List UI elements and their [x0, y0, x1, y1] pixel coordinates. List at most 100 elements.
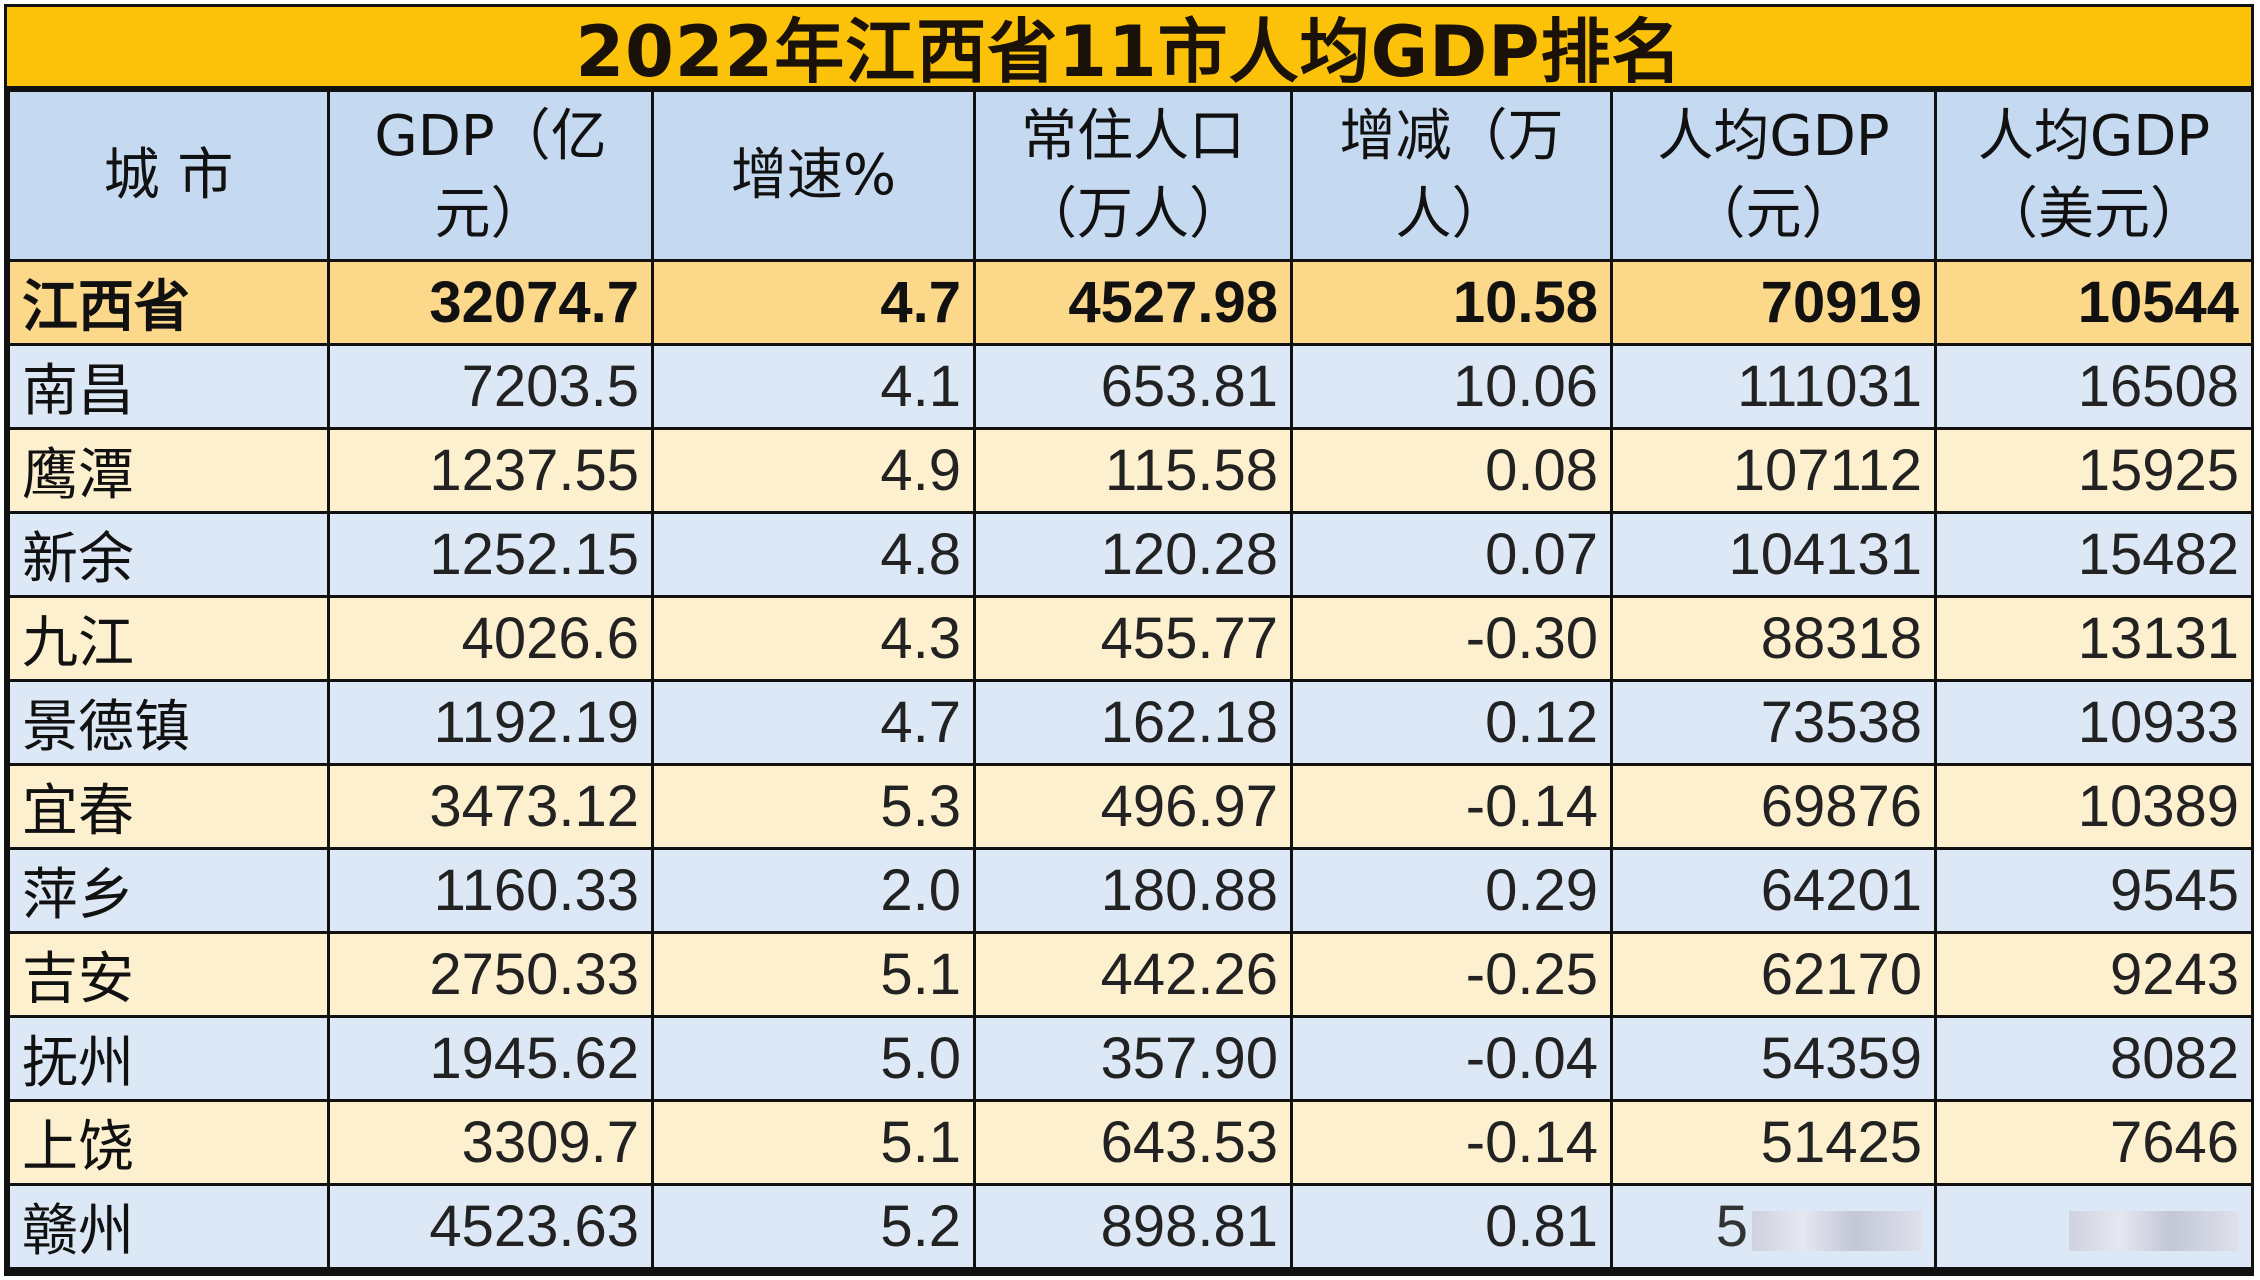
- per-capita-cny-cell: 51425: [1610, 1099, 1937, 1186]
- population-cell: 4527.98: [973, 259, 1293, 346]
- per-capita-usd-cell: 13131: [1934, 595, 2254, 682]
- city-cell: 景德镇: [7, 679, 330, 766]
- header-population: 常住人口（万人）: [973, 89, 1293, 262]
- city-cell: 南昌: [7, 343, 330, 430]
- growth-cell: 5.0: [651, 1015, 976, 1102]
- table-row: 新余 1252.15 4.8 120.28 0.07 104131 15482: [7, 511, 2254, 598]
- gdp-cell: 1252.15: [327, 511, 654, 598]
- gdp-cell: 1192.19: [327, 679, 654, 766]
- change-cell: 0.12: [1290, 679, 1613, 766]
- table-row: 九江 4026.6 4.3 455.77 -0.30 88318 13131: [7, 595, 2254, 682]
- change-cell: -0.25: [1290, 931, 1613, 1018]
- table-row: 鹰潭 1237.55 4.9 115.58 0.08 107112 15925: [7, 427, 2254, 514]
- header-growth: 增速%: [651, 89, 976, 262]
- gdp-cell: 4026.6: [327, 595, 654, 682]
- growth-cell: 5.3: [651, 763, 976, 850]
- city-cell: 萍乡: [7, 847, 330, 934]
- table-row: 赣州 4523.63 5.2 898.81 0.81 5: [7, 1183, 2254, 1270]
- population-cell: 162.18: [973, 679, 1293, 766]
- table-row: 萍乡 1160.33 2.0 180.88 0.29 64201 9545: [7, 847, 2254, 934]
- per-capita-usd-cell: 15925: [1934, 427, 2254, 514]
- city-cell: 抚州: [7, 1015, 330, 1102]
- change-cell: -0.14: [1290, 1099, 1613, 1186]
- gdp-cell: 4523.63: [327, 1183, 654, 1270]
- per-capita-usd-cell: 15482: [1934, 511, 2254, 598]
- header-per-capita-cny: 人均GDP（元）: [1610, 89, 1937, 262]
- gdp-cell: 3309.7: [327, 1099, 654, 1186]
- per-capita-usd-cell: 16508: [1934, 343, 2254, 430]
- growth-cell: 4.3: [651, 595, 976, 682]
- city-cell: 鹰潭: [7, 427, 330, 514]
- per-capita-cny-cell: 111031: [1610, 343, 1937, 430]
- city-cell: 江西省: [7, 259, 330, 346]
- table-row: 南昌 7203.5 4.1 653.81 10.06 111031 16508: [7, 343, 2254, 430]
- population-cell: 442.26: [973, 931, 1293, 1018]
- table-row: 景德镇 1192.19 4.7 162.18 0.12 73538 10933: [7, 679, 2254, 766]
- population-cell: 643.53: [973, 1099, 1293, 1186]
- per-capita-cny-cell: 69876: [1610, 763, 1937, 850]
- city-cell: 上饶: [7, 1099, 330, 1186]
- growth-cell: 2.0: [651, 847, 976, 934]
- watermark-smear: [1752, 1210, 1922, 1251]
- city-cell: 赣州: [7, 1183, 330, 1270]
- per-capita-cny-cell: 73538: [1610, 679, 1937, 766]
- change-cell: 0.29: [1290, 847, 1613, 934]
- per-capita-usd-cell: 9243: [1934, 931, 2254, 1018]
- header-city: 城 市: [7, 89, 330, 262]
- gdp-cell: 3473.12: [327, 763, 654, 850]
- per-capita-cny-cell: 107112: [1610, 427, 1937, 514]
- growth-cell: 4.1: [651, 343, 976, 430]
- change-cell: 0.07: [1290, 511, 1613, 598]
- population-cell: 115.58: [973, 427, 1293, 514]
- change-cell: -0.04: [1290, 1015, 1613, 1102]
- table-row: 抚州 1945.62 5.0 357.90 -0.04 54359 8082: [7, 1015, 2254, 1102]
- gdp-cell: 32074.7: [327, 259, 654, 346]
- per-capita-cny-cell: 54359: [1610, 1015, 1937, 1102]
- population-cell: 898.81: [973, 1183, 1293, 1270]
- growth-cell: 4.7: [651, 679, 976, 766]
- growth-cell: 5.2: [651, 1183, 976, 1270]
- per-capita-usd-cell: 7646: [1934, 1099, 2254, 1186]
- table-row: 宜春 3473.12 5.3 496.97 -0.14 69876 10389: [7, 763, 2254, 850]
- growth-cell: 5.1: [651, 931, 976, 1018]
- change-cell: 0.81: [1290, 1183, 1613, 1270]
- population-cell: 120.28: [973, 511, 1293, 598]
- per-capita-usd-cell: [1934, 1183, 2254, 1270]
- per-capita-usd-cell: 9545: [1934, 847, 2254, 934]
- header-gdp: GDP（亿元）: [327, 89, 654, 262]
- per-capita-cny-cell: 104131: [1610, 511, 1937, 598]
- ranking-table-frame: 2022年江西省11市人均GDP排名 城 市 GDP（亿元） 增速% 常住人口（…: [4, 4, 2254, 1276]
- gdp-cell: 1945.62: [327, 1015, 654, 1102]
- header-row: 城 市 GDP（亿元） 增速% 常住人口（万人） 增减（万人） 人均GDP（元）…: [7, 89, 2254, 262]
- per-capita-usd-cell: 10933: [1934, 679, 2254, 766]
- population-cell: 653.81: [973, 343, 1293, 430]
- table-row: 上饶 3309.7 5.1 643.53 -0.14 51425 7646: [7, 1099, 2254, 1186]
- per-capita-cny-cell: 88318: [1610, 595, 1937, 682]
- growth-cell: 4.9: [651, 427, 976, 514]
- change-cell: 10.58: [1290, 259, 1613, 346]
- watermark-smear: [2069, 1210, 2239, 1251]
- city-cell: 新余: [7, 511, 330, 598]
- population-cell: 180.88: [973, 847, 1293, 934]
- change-cell: -0.14: [1290, 763, 1613, 850]
- gdp-cell: 7203.5: [327, 343, 654, 430]
- city-cell: 九江: [7, 595, 330, 682]
- header-population-change: 增减（万人）: [1290, 89, 1613, 262]
- per-capita-usd-cell: 10544: [1934, 259, 2254, 346]
- gdp-ranking-table: 城 市 GDP（亿元） 增速% 常住人口（万人） 增减（万人） 人均GDP（元）…: [7, 89, 2254, 1270]
- growth-cell: 5.1: [651, 1099, 976, 1186]
- per-capita-cny-cell: 5: [1610, 1183, 1937, 1270]
- change-cell: -0.30: [1290, 595, 1613, 682]
- growth-cell: 4.7: [651, 259, 976, 346]
- per-capita-usd-cell: 8082: [1934, 1015, 2254, 1102]
- city-cell: 宜春: [7, 763, 330, 850]
- gdp-cell: 1160.33: [327, 847, 654, 934]
- change-cell: 0.08: [1290, 427, 1613, 514]
- population-cell: 455.77: [973, 595, 1293, 682]
- header-per-capita-usd: 人均GDP（美元）: [1934, 89, 2254, 262]
- table-row: 吉安 2750.33 5.1 442.26 -0.25 62170 9243: [7, 931, 2254, 1018]
- per-capita-cny-cell: 70919: [1610, 259, 1937, 346]
- change-cell: 10.06: [1290, 343, 1613, 430]
- table-title: 2022年江西省11市人均GDP排名: [7, 7, 2251, 93]
- population-cell: 496.97: [973, 763, 1293, 850]
